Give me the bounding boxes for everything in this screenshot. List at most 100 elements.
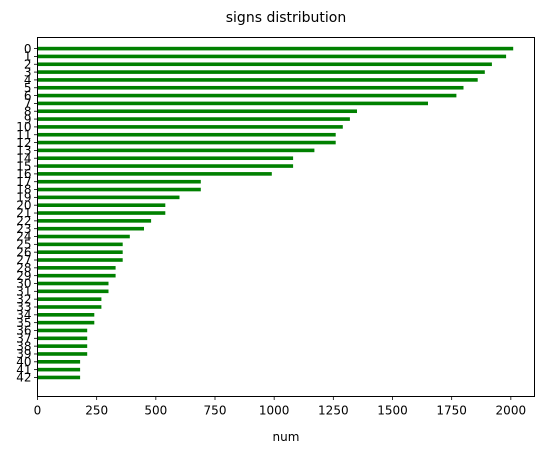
bar — [37, 281, 109, 286]
y-tick-label: 1 — [24, 50, 32, 64]
bar — [37, 234, 130, 239]
y-tick-label: 37 — [16, 332, 31, 346]
y-tick-label: 28 — [16, 261, 31, 275]
y-tick-label: 16 — [16, 167, 31, 181]
x-tick-label: 1500 — [377, 404, 408, 418]
y-tick-label: 30 — [16, 277, 31, 291]
bar — [37, 54, 507, 59]
y-tick-label: 21 — [16, 206, 31, 220]
bar — [37, 219, 152, 223]
y-tick-label: 18 — [16, 183, 31, 197]
x-tick-label: 1250 — [318, 404, 349, 418]
bar — [37, 46, 514, 51]
bar — [37, 195, 180, 200]
y-tick-label: 6 — [24, 89, 32, 103]
y-tick-label: 29 — [16, 269, 31, 283]
bar — [37, 336, 88, 341]
x-tick-label: 1750 — [436, 404, 467, 418]
y-tick-label: 5 — [24, 81, 32, 95]
bars-group — [37, 46, 514, 380]
y-axis-ticks: 0123456789101112131415161718192021222324… — [16, 42, 38, 385]
plot-frame — [37, 37, 535, 397]
y-tick-label: 4 — [24, 73, 32, 87]
bar — [37, 125, 343, 129]
bar — [37, 273, 116, 278]
y-tick-label: 2 — [24, 57, 32, 71]
y-tick-label: 41 — [16, 363, 31, 377]
y-tick-label: 35 — [16, 316, 31, 330]
bar — [37, 187, 201, 192]
bar — [37, 289, 109, 294]
x-tick-label: 2000 — [496, 404, 527, 418]
y-tick-label: 33 — [16, 300, 31, 314]
bar — [37, 328, 88, 333]
x-tick-label: 500 — [144, 404, 167, 418]
y-tick-label: 40 — [16, 355, 31, 369]
y-tick-label: 11 — [16, 128, 31, 142]
bar — [37, 156, 294, 161]
bar — [37, 93, 457, 98]
bar — [37, 352, 88, 356]
bar — [37, 140, 336, 145]
bar — [37, 258, 123, 262]
bar — [37, 367, 81, 372]
y-tick-label: 39 — [16, 347, 31, 361]
x-axis-ticks: 0 250 500 750 1000 1250 1500 1750 2000 — [34, 396, 527, 418]
bar — [37, 78, 478, 82]
y-tick-label: 0 — [24, 42, 32, 56]
bar — [37, 242, 123, 247]
y-tick-label: 14 — [16, 151, 31, 165]
x-tick-label: 0 — [34, 404, 42, 418]
y-tick-label: 7 — [24, 97, 32, 111]
bar — [37, 172, 272, 176]
y-tick-label: 13 — [16, 144, 31, 158]
y-tick-label: 22 — [16, 214, 31, 228]
x-tick-label: 1000 — [259, 404, 290, 418]
bar — [37, 132, 336, 137]
y-tick-label: 23 — [16, 222, 31, 236]
bar — [37, 211, 166, 215]
bar — [37, 226, 144, 231]
bar — [37, 297, 102, 301]
y-tick-label: 34 — [16, 308, 31, 322]
bar — [37, 360, 81, 364]
y-tick-label: 20 — [16, 198, 31, 212]
bar — [37, 266, 116, 270]
x-axis-label: num — [273, 430, 300, 444]
bar — [37, 203, 166, 207]
bar — [37, 101, 428, 106]
y-tick-label: 15 — [16, 159, 31, 173]
bar — [37, 375, 81, 380]
bar — [37, 109, 357, 114]
y-tick-label: 38 — [16, 339, 31, 353]
bar — [37, 62, 492, 67]
bar — [37, 250, 123, 254]
bar — [37, 313, 95, 317]
y-tick-label: 19 — [16, 191, 31, 205]
y-tick-label: 32 — [16, 292, 31, 306]
y-tick-label: 9 — [24, 112, 32, 126]
y-tick-label: 12 — [16, 136, 31, 150]
y-tick-label: 42 — [16, 371, 31, 385]
bar — [37, 148, 315, 153]
bar — [37, 70, 485, 74]
y-tick-label: 10 — [16, 120, 31, 134]
chart-title: signs distribution — [226, 10, 346, 26]
x-tick-label: 250 — [85, 404, 108, 418]
bar — [37, 117, 350, 121]
bar — [37, 164, 294, 168]
y-tick-label: 27 — [16, 253, 31, 267]
bar — [37, 85, 464, 90]
y-tick-label: 8 — [24, 104, 32, 118]
y-tick-label: 36 — [16, 324, 31, 338]
bar — [37, 305, 102, 309]
y-tick-label: 24 — [16, 230, 31, 244]
bar — [37, 179, 201, 184]
x-tick-label: 750 — [204, 404, 227, 418]
y-tick-label: 17 — [16, 175, 31, 189]
y-tick-label: 3 — [24, 65, 32, 79]
bar — [37, 320, 95, 325]
y-tick-label: 31 — [16, 285, 31, 299]
y-tick-label: 26 — [16, 245, 31, 259]
